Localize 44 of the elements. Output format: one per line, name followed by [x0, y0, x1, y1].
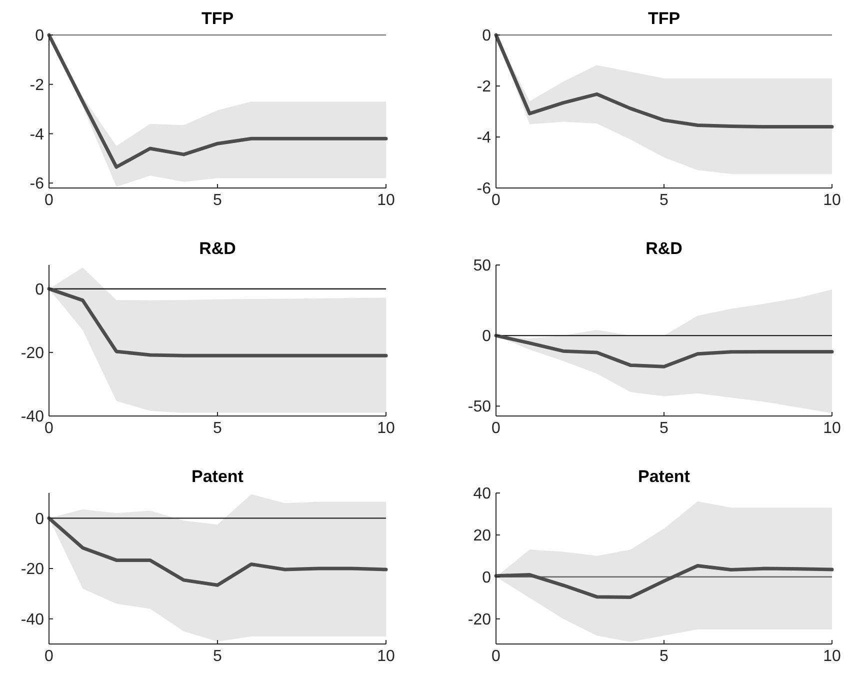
x-tick-label: 10	[823, 192, 841, 209]
x-tick-label: 5	[660, 192, 669, 209]
x-tick-label: 10	[377, 420, 395, 437]
y-tick-label: 20	[473, 528, 492, 545]
y-tick-label: -4	[30, 126, 44, 144]
chart-title: R&D	[199, 239, 236, 258]
y-tick-label: -20	[468, 611, 492, 628]
chart-title: Patent	[192, 467, 244, 486]
line-series	[494, 33, 834, 129]
y-tick-label: 0	[482, 28, 492, 45]
y-tick-label: -40	[20, 611, 44, 628]
y-tick-label: 40	[473, 486, 492, 503]
line-series	[47, 287, 388, 358]
chart-title: Patent	[638, 467, 690, 486]
line-series	[494, 334, 834, 368]
y-tick-label: -50	[468, 398, 492, 416]
x-tick-label: 5	[213, 648, 222, 665]
y-tick-label: 0	[35, 510, 44, 528]
y-tick-label: 0	[35, 281, 44, 298]
x-tick-label: 5	[660, 420, 669, 437]
x-tick-label: 10	[377, 648, 395, 665]
y-tick-label: 0	[482, 328, 492, 346]
chart-title: R&D	[646, 239, 682, 258]
chart-title: TFP	[201, 9, 234, 28]
y-tick-label: -40	[20, 408, 44, 426]
y-tick-label: -6	[476, 180, 492, 198]
y-tick-label: -2	[476, 78, 492, 96]
x-tick-label: 5	[660, 648, 669, 665]
y-tick-label: 0	[482, 569, 492, 586]
y-tick-label: 0	[35, 28, 44, 45]
line-series	[494, 564, 834, 599]
y-tick-label: -4	[476, 130, 492, 147]
chart-title: TFP	[648, 9, 680, 28]
y-tick-label: -20	[20, 561, 44, 578]
x-tick-label: 10	[377, 192, 395, 209]
line-series	[47, 516, 388, 587]
y-tick-label: -2	[30, 76, 44, 94]
x-tick-label: 10	[823, 648, 841, 665]
y-tick-label: 50	[473, 258, 492, 275]
x-tick-label: 5	[213, 192, 222, 209]
x-tick-label: 10	[823, 420, 841, 437]
y-tick-label: -20	[20, 345, 44, 362]
x-tick-label: 5	[213, 420, 222, 437]
y-tick-label: -6	[30, 176, 44, 193]
